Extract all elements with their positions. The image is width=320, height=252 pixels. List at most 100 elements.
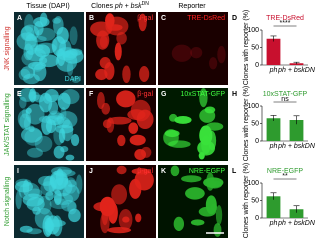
tissue-blob [26,147,43,158]
tissue-blob [217,45,226,64]
y-axis-label: Clones with reporter (%) [243,163,250,238]
tissue-blob [68,208,81,223]
tissue-blob [198,151,205,160]
tissue-blob [114,42,122,61]
tissue-blob [209,57,218,70]
y-tick-label: 50 [251,197,259,204]
x-tick-label: ph + bskDN [277,143,316,150]
panel-text: 10xSTAT-GFP [181,91,226,98]
tissue-blob [20,127,43,143]
chart-title: NRE-EGFP [267,168,304,175]
tissue-blob [174,115,192,124]
panel-letter: J [89,168,93,175]
tissue-blob [169,113,178,122]
tissue-blob [99,35,108,49]
tissue-blob [21,50,44,67]
tissue-blob [210,203,218,212]
panel-letter: K [161,168,166,175]
tissue-blob [66,61,74,76]
tissue-blob [24,14,34,34]
tissue-blob [14,180,33,193]
tissue-blob [181,175,202,183]
tissue-blob [24,128,43,146]
tissue-blob [59,39,72,58]
tissue-blob [49,198,70,210]
chart-title: TRE-DsRed [266,15,304,22]
tissue-blob [136,109,154,130]
panel-letter: F [89,91,94,98]
x-tick-label: ph [269,67,278,74]
significance: **** [280,20,291,27]
tissue-blob [135,213,142,223]
tissue-blob [207,130,217,151]
tissue-blob [207,180,223,189]
tissue-blob [122,65,131,84]
tissue-blob [33,16,50,28]
panel-text: β-gal [137,168,153,175]
panel-letter: G [161,91,167,98]
tissue-blob [105,16,129,36]
tissue-blob [128,122,139,134]
tissue-blob [71,76,81,84]
tissue-blob [138,13,147,32]
genotype: ph + bsk [114,3,142,10]
x-tick-label: ph + bskDN [277,67,316,74]
tissue-blob [190,46,203,59]
panel-letter: A [17,15,22,22]
tissue-blob [185,187,205,200]
panel-letter: L [232,168,237,175]
chart-title: 10xSTAT-GFP [263,91,308,98]
tissue-blob [48,100,59,115]
y-axis-label: Clones with reporter (%) [243,10,250,85]
tissue-blob [19,113,31,130]
bar [289,209,304,218]
tissue-blob [58,128,66,144]
tissue-blob [61,200,77,212]
tissue-blob [95,68,108,81]
tissue-blob [67,201,77,215]
y-tick-label: 50 [251,120,259,127]
tissue-blob [69,26,78,46]
tissue-blob [96,91,105,109]
tissue-blob [106,117,115,133]
tissue-blob [93,201,113,212]
panel-letter: E [17,91,22,98]
tissue-blob [65,154,75,161]
tissue-blob [45,191,54,201]
tissue-blob [25,107,32,114]
significance: ** [282,173,288,180]
tissue-blob [116,165,127,175]
tissue-blob [34,44,51,58]
micrograph [158,12,228,85]
tissue-blob [199,88,208,108]
y-tick-label: 100 [247,103,259,110]
bar [266,118,281,141]
panel-letter: I [17,168,19,175]
tissue-blob [170,165,180,177]
row-label: Notch signalling [4,177,11,227]
y-axis-label: Clones with reporter (%) [243,86,250,161]
clones-word: Clones [91,3,113,10]
tissue-blob [16,32,37,51]
tissue-blob [57,92,71,110]
x-tick-label: ph + bskDN [277,220,316,227]
bar [266,196,281,218]
tissue-blob [52,17,61,24]
tissue-blob [118,208,133,231]
tissue-blob [173,216,185,231]
panel-letter: D [232,15,237,22]
panel-text: β-gal [137,15,153,22]
header-tissue: Tissue (DAPI) [26,3,69,10]
panel-text: NRE-EGFP [189,168,226,175]
y-tick-label: 50 [251,44,259,51]
row-label: JAK/STAT signalling [4,93,11,156]
tissue-blob [56,111,78,129]
tissue-blob [139,65,150,83]
tissue-blob [199,108,216,123]
bar [289,120,304,141]
tissue-blob [28,125,35,133]
y-tick-label: 100 [247,27,259,34]
tissue-blob [111,184,128,205]
tissue-blob [163,129,179,146]
tissue-blob [43,93,52,104]
